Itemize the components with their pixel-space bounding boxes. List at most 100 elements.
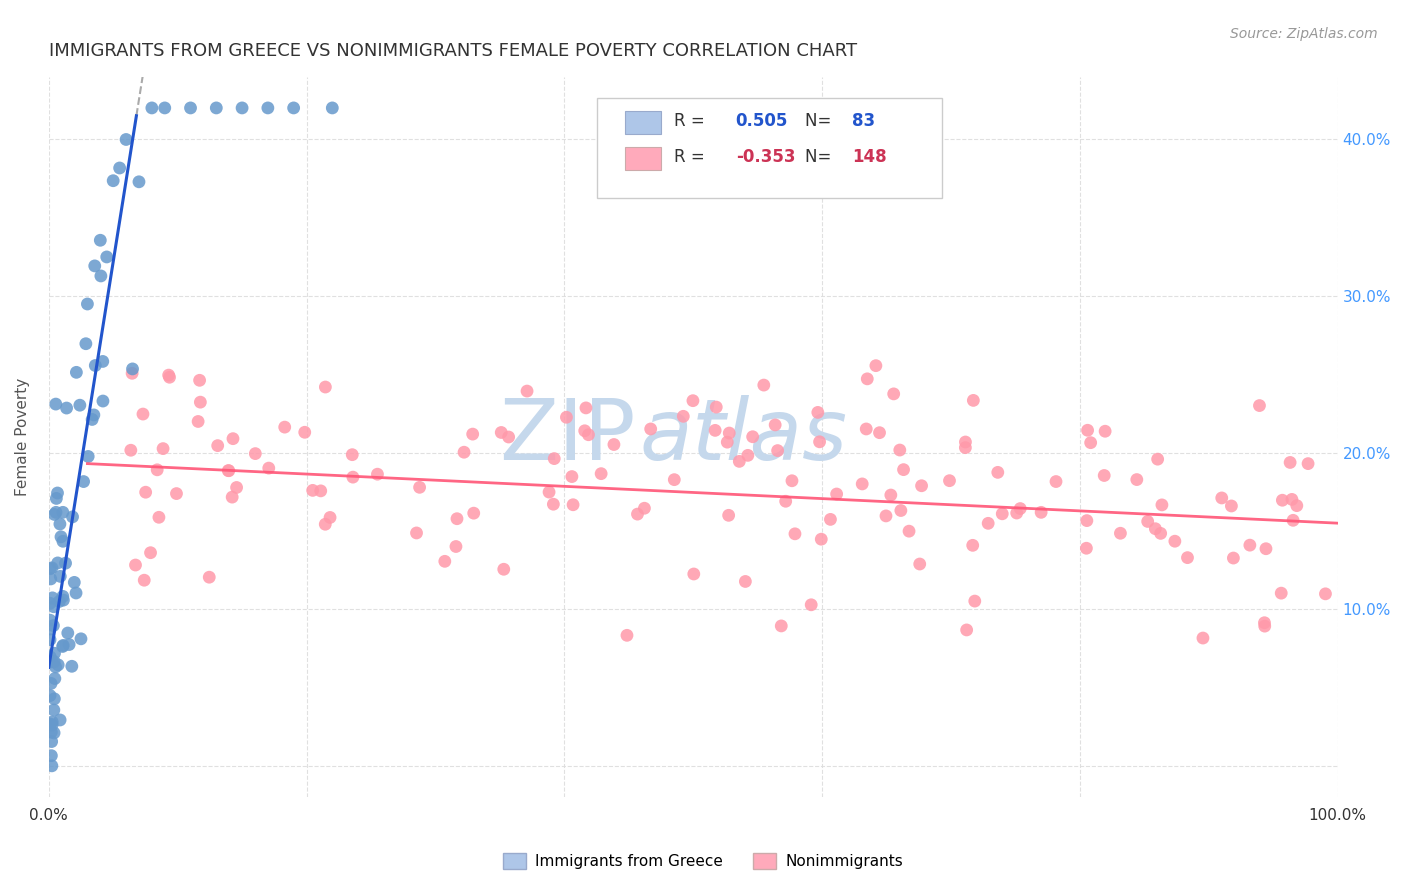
Point	[190, 395, 212, 409]
Point	[314, 380, 336, 394]
Text: atlas: atlas	[640, 395, 846, 478]
Text: N=: N=	[806, 112, 837, 130]
Point	[752, 378, 775, 392]
Point	[91, 394, 114, 409]
Point	[766, 443, 789, 458]
Point	[591, 467, 613, 481]
Point	[91, 354, 114, 368]
Point	[682, 566, 704, 581]
Point	[39, 676, 62, 690]
Point	[865, 359, 887, 373]
Point	[153, 101, 176, 115]
Point	[49, 569, 72, 583]
Point	[898, 524, 921, 538]
Point	[56, 626, 79, 640]
Point	[342, 448, 364, 462]
Point	[1211, 491, 1233, 505]
Point	[538, 485, 561, 500]
Point	[44, 646, 66, 660]
Point	[444, 540, 467, 554]
Point	[640, 422, 662, 436]
Point	[908, 557, 931, 571]
Point	[717, 508, 740, 523]
Point	[963, 594, 986, 608]
Point	[221, 490, 243, 504]
Point	[408, 480, 430, 494]
Point	[1136, 515, 1159, 529]
Point	[49, 530, 72, 544]
Point	[218, 464, 240, 478]
Text: 83: 83	[852, 112, 875, 130]
Point	[561, 469, 583, 483]
Point	[562, 498, 585, 512]
Point	[498, 430, 520, 444]
Point	[856, 372, 879, 386]
Point	[1010, 501, 1032, 516]
Point	[82, 412, 104, 426]
Point	[1279, 455, 1302, 469]
Point	[737, 448, 759, 462]
Point	[96, 250, 118, 264]
Point	[718, 425, 741, 440]
Point	[46, 486, 69, 500]
Point	[1192, 631, 1215, 645]
Point	[39, 717, 62, 731]
Point	[938, 474, 960, 488]
Point	[39, 622, 62, 636]
Point	[65, 365, 87, 379]
Point	[42, 599, 65, 614]
Point	[1282, 513, 1305, 527]
Point	[294, 425, 316, 440]
Point	[180, 101, 202, 115]
Point	[1220, 499, 1243, 513]
Point	[1285, 499, 1308, 513]
Point	[893, 462, 915, 476]
Point	[89, 233, 111, 247]
Point	[321, 101, 343, 115]
Point	[869, 425, 891, 440]
Point	[1094, 424, 1116, 438]
Point	[543, 497, 565, 511]
Text: R =: R =	[673, 112, 710, 130]
Point	[1253, 615, 1275, 630]
Point	[1271, 493, 1294, 508]
Point	[741, 430, 763, 444]
Point	[42, 655, 65, 669]
Point	[956, 623, 979, 637]
Point	[76, 297, 98, 311]
Point	[58, 638, 80, 652]
Point	[46, 657, 69, 672]
Point	[1080, 435, 1102, 450]
Point	[1254, 541, 1277, 556]
Point	[39, 689, 62, 703]
Bar	[624, 147, 661, 170]
Point	[83, 259, 105, 273]
Point	[682, 393, 704, 408]
Point	[1150, 526, 1173, 541]
Point	[222, 432, 245, 446]
Point	[1045, 475, 1067, 489]
Point	[783, 526, 806, 541]
Point	[977, 516, 1000, 531]
Point	[962, 393, 984, 408]
Point	[461, 427, 484, 442]
Point	[128, 175, 150, 189]
Point	[453, 445, 475, 459]
Point	[763, 417, 786, 432]
Point	[225, 480, 247, 494]
Point	[1222, 551, 1244, 566]
Point	[207, 439, 229, 453]
Point	[108, 161, 131, 175]
Point	[987, 466, 1010, 480]
Point	[159, 370, 181, 384]
Point	[543, 451, 565, 466]
Point	[146, 463, 169, 477]
Point	[491, 425, 513, 440]
Point	[44, 691, 66, 706]
Point	[166, 486, 188, 500]
Point	[955, 435, 977, 450]
Point	[63, 575, 86, 590]
Point	[633, 501, 655, 516]
Point	[55, 556, 77, 570]
Point	[603, 437, 626, 451]
